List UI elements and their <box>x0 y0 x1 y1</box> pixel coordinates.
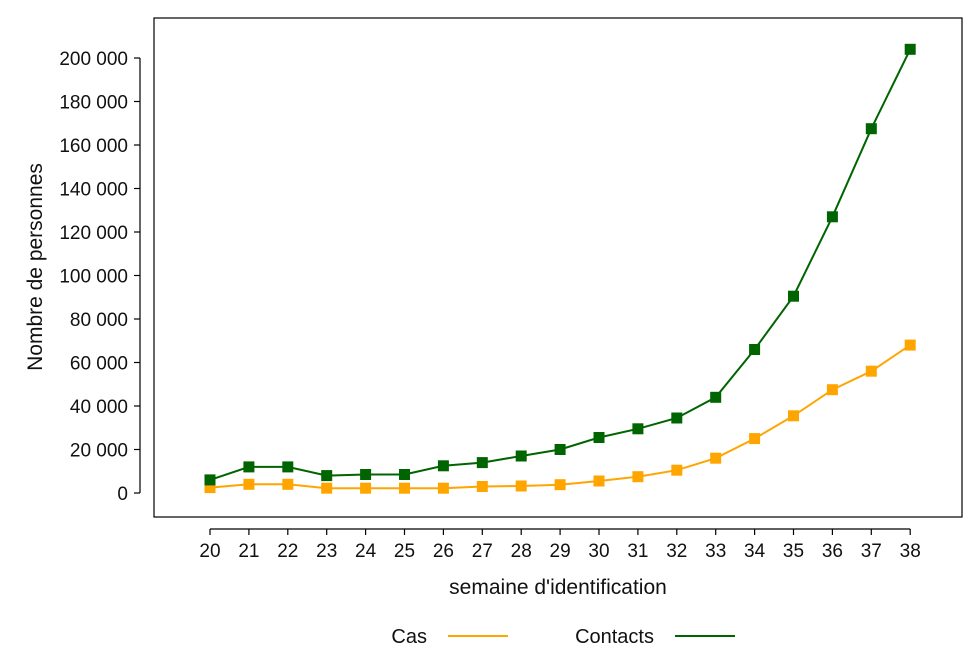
series-line-contacts <box>209 48 912 481</box>
data-point-cas <box>671 464 683 476</box>
legend-label-cas: Cas <box>391 626 427 648</box>
legend: Cas Contacts <box>391 626 735 648</box>
x-tick-label: 20 <box>199 541 220 562</box>
data-point-cas <box>788 410 799 422</box>
data-point-contacts <box>632 423 644 435</box>
legend-item-cas: Cas <box>391 626 508 648</box>
y-tick-label: 100 000 <box>59 267 128 288</box>
x-tick-label: 30 <box>588 541 609 562</box>
data-point-contacts <box>243 461 255 473</box>
x-tick-label: 24 <box>355 541 377 562</box>
x-tick-label: 22 <box>277 541 298 562</box>
data-point-cas <box>204 482 216 494</box>
y-tick-label: 140 000 <box>59 180 128 201</box>
data-point-contacts <box>437 460 449 472</box>
data-point-cas <box>321 482 333 494</box>
y-tick-label: 200 000 <box>59 49 128 70</box>
x-tick-label: 25 <box>394 541 415 562</box>
data-point-contacts <box>749 344 761 355</box>
y-tick-label: 40 000 <box>70 397 128 418</box>
x-tick-label: 34 <box>744 541 766 562</box>
x-tick-label: 35 <box>783 541 804 562</box>
x-tick-label: 33 <box>705 541 726 562</box>
data-point-cas <box>593 475 605 487</box>
y-tick-label: 20 000 <box>70 441 128 462</box>
data-point-contacts <box>593 432 605 443</box>
data-point-contacts <box>282 461 294 473</box>
data-point-cas <box>865 365 877 377</box>
series-line-cas <box>209 344 911 490</box>
y-tick-label: 160 000 <box>59 136 128 157</box>
data-point-contacts <box>399 469 410 480</box>
y-tick-label: 0 <box>117 484 128 505</box>
data-point-cas <box>710 452 722 464</box>
y-axis: 0 20 000 40 000 60 000 80 000 100 000 120 000 1… <box>59 49 141 505</box>
data-point-contacts <box>826 211 838 223</box>
data-point-contacts <box>515 450 527 462</box>
x-tick-label: 28 <box>511 541 532 562</box>
data-point-cas <box>360 482 372 494</box>
data-point-cas <box>632 471 644 483</box>
data-point-cas <box>282 478 294 490</box>
x-tick-label: 27 <box>472 541 493 562</box>
data-point-contacts <box>865 123 877 135</box>
data-point-contacts <box>671 412 683 424</box>
data-point-contacts <box>554 444 566 455</box>
y-tick-label: 60 000 <box>70 354 128 375</box>
data-point-contacts <box>204 474 216 486</box>
y-tick-label: 120 000 <box>59 223 128 244</box>
data-point-cas <box>243 478 255 490</box>
data-point-contacts <box>321 470 333 482</box>
legend-item-contacts: Contacts <box>575 626 735 648</box>
x-tick-label: 32 <box>666 541 687 562</box>
data-point-contacts <box>360 469 372 480</box>
x-tick-label: 23 <box>316 541 337 562</box>
data-point-contacts <box>710 391 722 403</box>
x-tick-label: 26 <box>433 541 454 562</box>
plot-frame <box>153 17 963 518</box>
x-axis-title: semaine d'identification <box>449 576 667 599</box>
data-point-cas <box>515 480 527 492</box>
data-point-cas <box>826 384 838 396</box>
x-tick-label: 38 <box>900 541 921 562</box>
x-tick-label: 21 <box>238 541 259 562</box>
x-tick-label: 37 <box>861 541 882 562</box>
data-point-cas <box>399 482 410 494</box>
data-point-cas <box>904 339 916 351</box>
data-point-cas <box>437 482 449 494</box>
data-point-contacts <box>476 457 488 469</box>
y-tick-label: 80 000 <box>70 310 128 331</box>
series-layer <box>204 43 916 494</box>
data-point-cas <box>554 479 566 491</box>
y-axis-title: Nombre de personnes <box>24 163 47 371</box>
data-point-contacts <box>904 43 916 55</box>
legend-label-contacts: Contacts <box>575 626 654 648</box>
data-point-cas <box>749 433 761 445</box>
y-tick-label: 180 000 <box>59 93 128 114</box>
x-tick-label: 31 <box>627 541 648 562</box>
x-tick-label: 29 <box>550 541 571 562</box>
x-axis: 20 21 22 23 24 25 26 27 28 29 30 31 32 33 34 35 36 37 38 <box>199 528 921 562</box>
x-tick-label: 36 <box>822 541 843 562</box>
data-point-contacts <box>788 290 799 302</box>
data-point-cas <box>476 481 488 492</box>
